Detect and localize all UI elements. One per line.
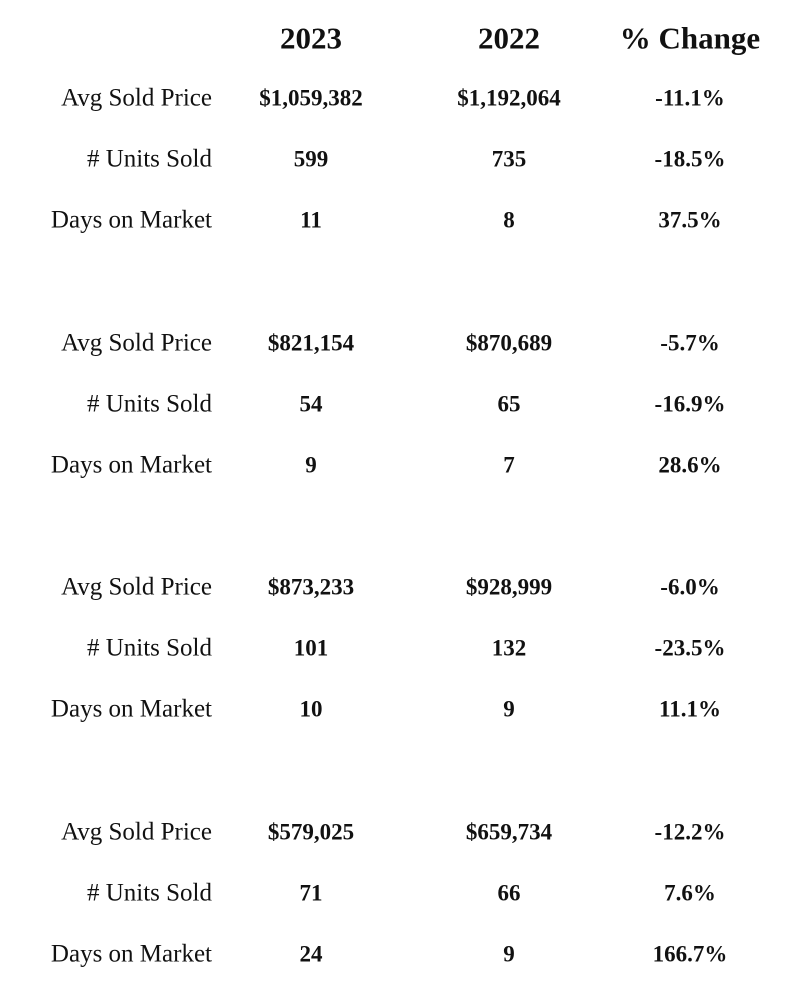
row-label: Avg Sold Price	[61, 329, 212, 357]
cell-value: 28.6%	[658, 452, 722, 478]
row-label: # Units Sold	[86, 145, 212, 173]
cell-value: 10	[299, 696, 323, 722]
cell-value: 7.6%	[664, 880, 716, 906]
row-label: Avg Sold Price	[61, 84, 212, 112]
cell-value: $1,059,382	[259, 85, 363, 111]
cell-value: $870,689	[465, 330, 553, 356]
cell-value: 54	[299, 391, 323, 417]
cell-value: 24	[299, 941, 323, 967]
row-label: Days on Market	[50, 940, 212, 968]
cell-value: $1,192,064	[457, 85, 561, 111]
cell-value: 9	[305, 452, 317, 478]
column-header: 2023	[280, 20, 342, 56]
cell-value: 66	[497, 880, 521, 906]
cell-value: $659,734	[465, 819, 553, 845]
cell-value: 166.7%	[652, 941, 728, 967]
row-label: Avg Sold Price	[61, 818, 212, 846]
cell-value: 599	[293, 146, 329, 172]
cell-value: 8	[503, 207, 515, 233]
cell-value: -18.5%	[654, 146, 726, 172]
row-label: # Units Sold	[86, 634, 212, 662]
cell-value: -23.5%	[654, 635, 726, 661]
cell-value: 11.1%	[659, 696, 721, 722]
cell-value: -5.7%	[660, 330, 720, 356]
cell-value: 132	[491, 635, 527, 661]
cell-value: -11.1%	[655, 85, 725, 111]
row-label: Avg Sold Price	[61, 573, 212, 601]
cell-value: -6.0%	[660, 574, 720, 600]
cell-value: 11	[300, 207, 322, 233]
column-header: % Change	[619, 20, 761, 56]
cell-value: $928,999	[465, 574, 553, 600]
row-label: Days on Market	[50, 695, 212, 723]
row-label: # Units Sold	[86, 879, 212, 907]
row-label: Days on Market	[50, 206, 212, 234]
cell-value: $821,154	[267, 330, 355, 356]
cell-value: 9	[503, 941, 515, 967]
row-label: Days on Market	[50, 451, 212, 479]
cell-value: 65	[497, 391, 521, 417]
cell-value: 735	[491, 146, 527, 172]
cell-value: $873,233	[267, 574, 355, 600]
cell-value: -16.9%	[654, 391, 726, 417]
cell-value: 9	[503, 696, 515, 722]
cell-value: 7	[503, 452, 515, 478]
row-label: # Units Sold	[86, 390, 212, 418]
cell-value: 101	[293, 635, 329, 661]
cell-value: $579,025	[267, 819, 355, 845]
column-header: 2022	[478, 20, 540, 56]
cell-value: -12.2%	[654, 819, 726, 845]
cell-value: 71	[299, 880, 323, 906]
cell-value: 37.5%	[658, 207, 722, 233]
